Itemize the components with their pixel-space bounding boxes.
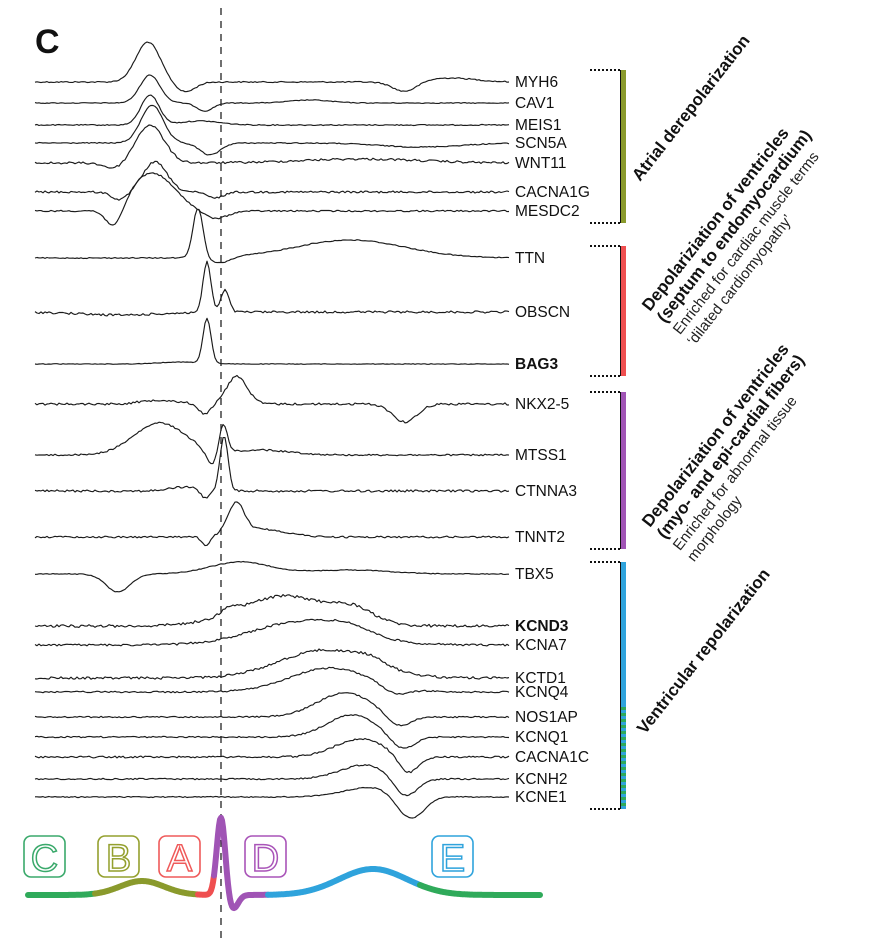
ecg-waveform [25, 814, 543, 912]
trace-kcnq1 [34, 714, 510, 749]
trace-kcnd3 [34, 594, 510, 628]
trace-ctnna3 [34, 437, 510, 499]
phase-letter-a: A [167, 838, 193, 880]
trace-scn5a [34, 104, 510, 156]
trace-ttn [34, 208, 510, 264]
group-bars [590, 69, 626, 810]
gene-label-cav1: CAV1 [515, 95, 554, 112]
ecg-segment-1 [25, 890, 98, 898]
group-annotation-4: Ventricular repolarization [633, 565, 774, 738]
group-bracket-2 [590, 245, 626, 377]
gene-label-nkx2-5: NKX2-5 [515, 396, 569, 413]
group-annotations: Atrial derepolarization Depolariziation o… [628, 31, 823, 738]
group-title-line: Atrial derepolarization [628, 31, 753, 184]
ecg-segment-6 [417, 882, 543, 898]
gene-label-cacna1g: CACNA1G [515, 184, 590, 201]
trace-cacna1g [34, 160, 510, 201]
gene-label-ttn: TTN [515, 250, 545, 267]
group-annotation-3: Depolariziation of ventricles(myo- and e… [638, 340, 808, 565]
phase-letter-e: E [440, 838, 465, 880]
trace-kctd1 [34, 648, 510, 680]
phase-letter-b: B [106, 838, 131, 880]
phase-box-b: B [97, 835, 140, 881]
trace-meis1 [34, 94, 510, 127]
trace-kcnq4 [34, 666, 510, 695]
trace-wnt11 [34, 124, 510, 169]
gene-label-kcna7: KCNA7 [515, 637, 567, 654]
group-annotation-1: Atrial derepolarization [628, 31, 753, 184]
group-bracket-1 [590, 69, 626, 224]
trace-kcnh2 [34, 764, 510, 797]
gene-label-tbx5: TBX5 [515, 566, 554, 583]
group-title-line: Ventricular repolarization [633, 565, 774, 738]
group-bracket-3 [590, 391, 626, 550]
trace-cacna1c [34, 737, 510, 774]
trace-tbx5 [35, 560, 509, 593]
gene-label-bag3: BAG3 [515, 356, 558, 373]
ecg-segment-4 [211, 814, 271, 912]
trace-mesdc2 [34, 172, 510, 226]
gene-label-kcnq1: KCNQ1 [515, 729, 568, 746]
trace-kcne1 [35, 786, 510, 819]
trace-cav1 [34, 74, 510, 112]
phase-letter-d: D [252, 838, 279, 880]
gene-label-nos1ap: NOS1AP [515, 709, 578, 726]
group-bracket-4 [590, 561, 626, 810]
gene-label-kcne1: KCNE1 [515, 789, 567, 806]
trace-nkx2-5 [34, 374, 510, 424]
gene-label-mesdc2: MESDC2 [515, 203, 580, 220]
ecg-segment-3 [195, 872, 217, 898]
trace-myh6 [34, 41, 510, 93]
gene-label-wnt11: WNT11 [515, 155, 566, 172]
ecg-segment-2 [92, 878, 201, 898]
gene-label-kctd1: KCTD1 [515, 670, 566, 687]
gene-label-ctnna3: CTNNA3 [515, 483, 577, 500]
gene-label-meis1: MEIS1 [515, 117, 562, 134]
gene-label-obscn: OBSCN [515, 304, 570, 321]
gene-label-cacna1c: CACNA1C [515, 749, 589, 766]
gene-label-kcnq4: KCNQ4 [515, 684, 569, 701]
gene-label-myh6: MYH6 [515, 74, 558, 91]
trace-tnnt2 [34, 501, 510, 547]
trace-mtss1 [34, 421, 510, 465]
phase-letter-c: C [31, 838, 58, 880]
phase-box-d: D [244, 835, 287, 881]
gene-label-scn5a: SCN5A [515, 135, 567, 152]
panel-label: C [35, 23, 60, 61]
trace-obscn [34, 260, 510, 317]
gene-label-kcnh2: KCNH2 [515, 771, 568, 788]
trace-nos1ap [34, 692, 510, 727]
trace-kcna7 [34, 618, 510, 647]
expression-traces [34, 41, 510, 819]
phase-box-c: C [23, 835, 66, 881]
ecg-segment-5 [265, 866, 423, 898]
gene-label-kcnd3: KCND3 [515, 618, 569, 635]
phase-box-a: A [158, 835, 201, 881]
gene-label-tnnt2: TNNT2 [515, 529, 565, 546]
trace-bag3 [34, 317, 510, 365]
gene-label-mtss1: MTSS1 [515, 447, 567, 464]
phase-box-e: E [431, 835, 474, 881]
